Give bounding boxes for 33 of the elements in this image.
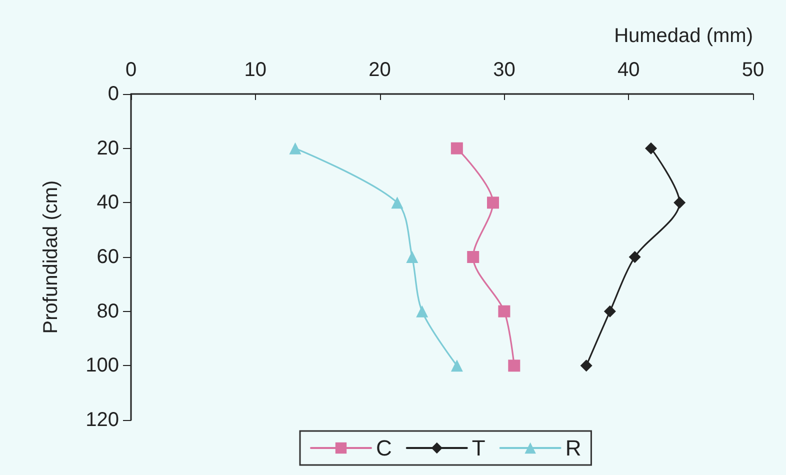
x-tick-label: 50 <box>742 59 764 81</box>
y-tick-label: 80 <box>96 300 119 322</box>
x-tick-label: 20 <box>368 59 391 81</box>
point <box>467 251 480 263</box>
y-tick-label: 40 <box>96 192 119 214</box>
x-tick-label: 0 <box>125 59 137 81</box>
y-tick-label: 60 <box>96 246 119 268</box>
legend-label: C <box>376 436 392 460</box>
point <box>289 142 302 154</box>
point <box>628 251 641 263</box>
x-tick-label: 30 <box>493 59 516 81</box>
legend-label: T <box>472 436 486 460</box>
point <box>604 305 616 318</box>
y-tick-label: 0 <box>108 83 119 105</box>
x-axis-title: Humedad (mm) <box>614 25 753 47</box>
x-tick-label: 40 <box>617 59 640 81</box>
x-tick-label: 10 <box>244 59 267 81</box>
point <box>580 360 592 372</box>
point <box>487 196 500 209</box>
point <box>406 251 418 263</box>
y-tick-label: 120 <box>86 409 119 431</box>
point <box>644 142 657 154</box>
legend-label: R <box>565 436 582 460</box>
y-tick-label: 100 <box>86 354 119 377</box>
point <box>508 360 520 372</box>
point <box>391 196 404 209</box>
y-tick-label: 20 <box>96 137 119 160</box>
y-axis-title: Profundidad (cm) <box>40 180 62 334</box>
point <box>674 196 686 209</box>
point <box>450 142 463 154</box>
point <box>450 360 463 372</box>
point <box>416 305 428 318</box>
point <box>498 305 510 318</box>
